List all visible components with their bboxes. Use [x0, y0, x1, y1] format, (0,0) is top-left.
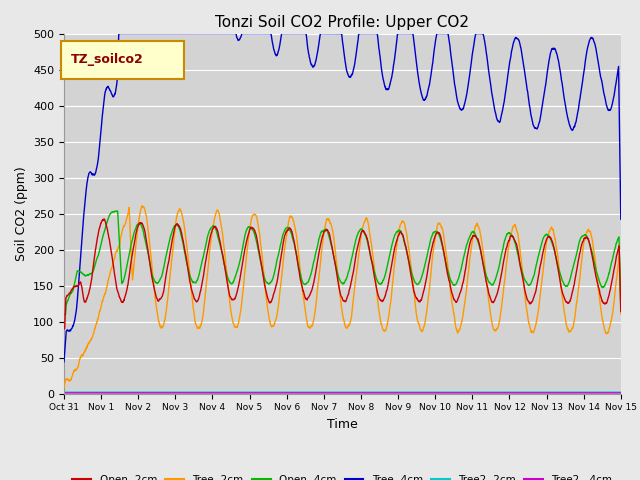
Title: Tonzi Soil CO2 Profile: Upper CO2: Tonzi Soil CO2 Profile: Upper CO2 — [216, 15, 469, 30]
Text: TZ_soilco2: TZ_soilco2 — [70, 53, 143, 66]
FancyBboxPatch shape — [61, 41, 184, 79]
Y-axis label: Soil CO2 (ppm): Soil CO2 (ppm) — [15, 166, 28, 261]
X-axis label: Time: Time — [327, 418, 358, 431]
Legend: Open -2cm, Tree -2cm, Open -4cm, Tree -4cm, Tree2 -2cm, Tree2 - 4cm: Open -2cm, Tree -2cm, Open -4cm, Tree -4… — [68, 471, 616, 480]
